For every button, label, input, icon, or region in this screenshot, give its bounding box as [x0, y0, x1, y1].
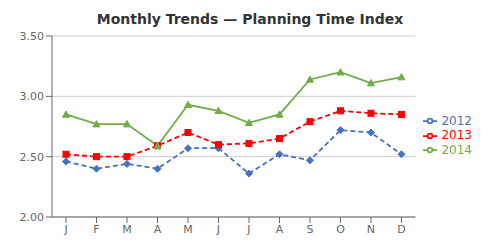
svg-text:M: M: [122, 223, 132, 236]
svg-text:N: N: [367, 223, 375, 236]
svg-text:J: J: [216, 223, 220, 236]
svg-text:A: A: [154, 223, 162, 236]
svg-text:S: S: [306, 223, 313, 236]
svg-text:M: M: [183, 223, 193, 236]
svg-text:A: A: [276, 223, 284, 236]
svg-text:2.00: 2.00: [20, 211, 45, 224]
svg-text:F: F: [93, 223, 99, 236]
html-text:2013: 2013: [441, 128, 472, 143]
svg-text:D: D: [397, 223, 405, 236]
svg-text:3.50: 3.50: [20, 30, 45, 43]
svg-text:J: J: [63, 223, 67, 236]
svg-text:2.50: 2.50: [20, 151, 45, 164]
svg-text:J: J: [246, 223, 250, 236]
svg-text:O: O: [336, 223, 345, 236]
html-text:2012: 2012: [441, 113, 472, 128]
svg-text:3.00: 3.00: [20, 90, 45, 103]
html-text:Monthly Trends — Planning Time: Monthly Trends — Planning Time Index: [96, 11, 404, 27]
html-text:2014: 2014: [441, 142, 472, 157]
